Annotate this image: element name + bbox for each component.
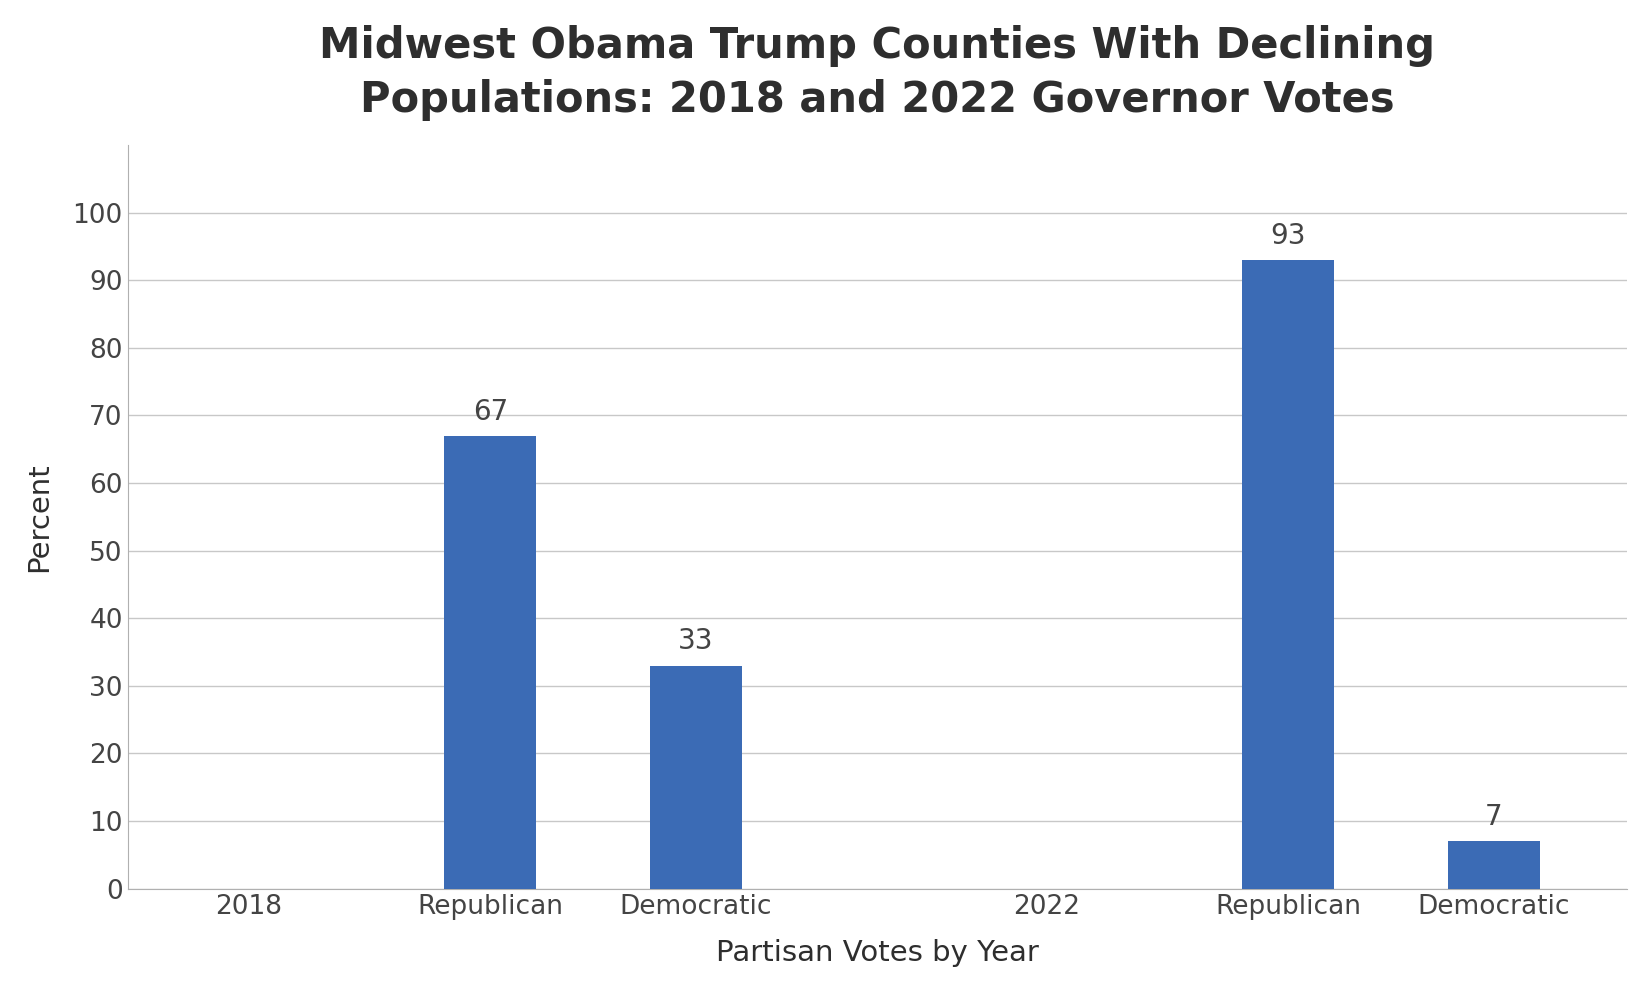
Text: 7: 7 — [1485, 804, 1503, 831]
Bar — [1242, 260, 1335, 889]
Text: 33: 33 — [677, 627, 714, 656]
Y-axis label: Percent: Percent — [25, 462, 53, 571]
Bar — [1449, 841, 1540, 889]
Title: Midwest Obama Trump Counties With Declining
Populations: 2018 and 2022 Governor : Midwest Obama Trump Counties With Declin… — [319, 25, 1436, 121]
Text: 93: 93 — [1270, 221, 1307, 250]
X-axis label: Partisan Votes by Year: Partisan Votes by Year — [715, 939, 1039, 967]
Bar — [649, 666, 742, 889]
Text: 67: 67 — [472, 398, 507, 426]
Bar — [444, 435, 537, 889]
